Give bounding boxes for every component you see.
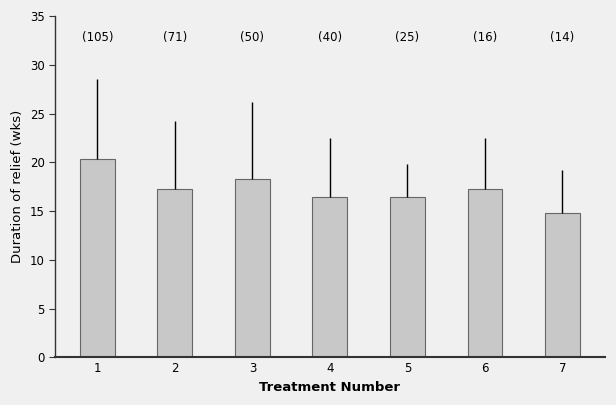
Text: (16): (16) (473, 31, 497, 44)
Y-axis label: Duration of relief (wks): Duration of relief (wks) (11, 110, 24, 263)
Bar (158, 189, 192, 358)
Text: (14): (14) (550, 31, 575, 44)
Text: (40): (40) (318, 31, 342, 44)
Bar (390, 196, 425, 358)
Text: (71): (71) (163, 31, 187, 44)
Bar (235, 179, 270, 358)
Bar (312, 196, 347, 358)
Text: (25): (25) (395, 31, 419, 44)
Bar (545, 213, 580, 358)
Bar (80, 160, 115, 358)
Text: (50): (50) (240, 31, 264, 44)
Text: (105): (105) (82, 31, 113, 44)
X-axis label: Treatment Number: Treatment Number (259, 381, 400, 394)
Bar (468, 189, 503, 358)
